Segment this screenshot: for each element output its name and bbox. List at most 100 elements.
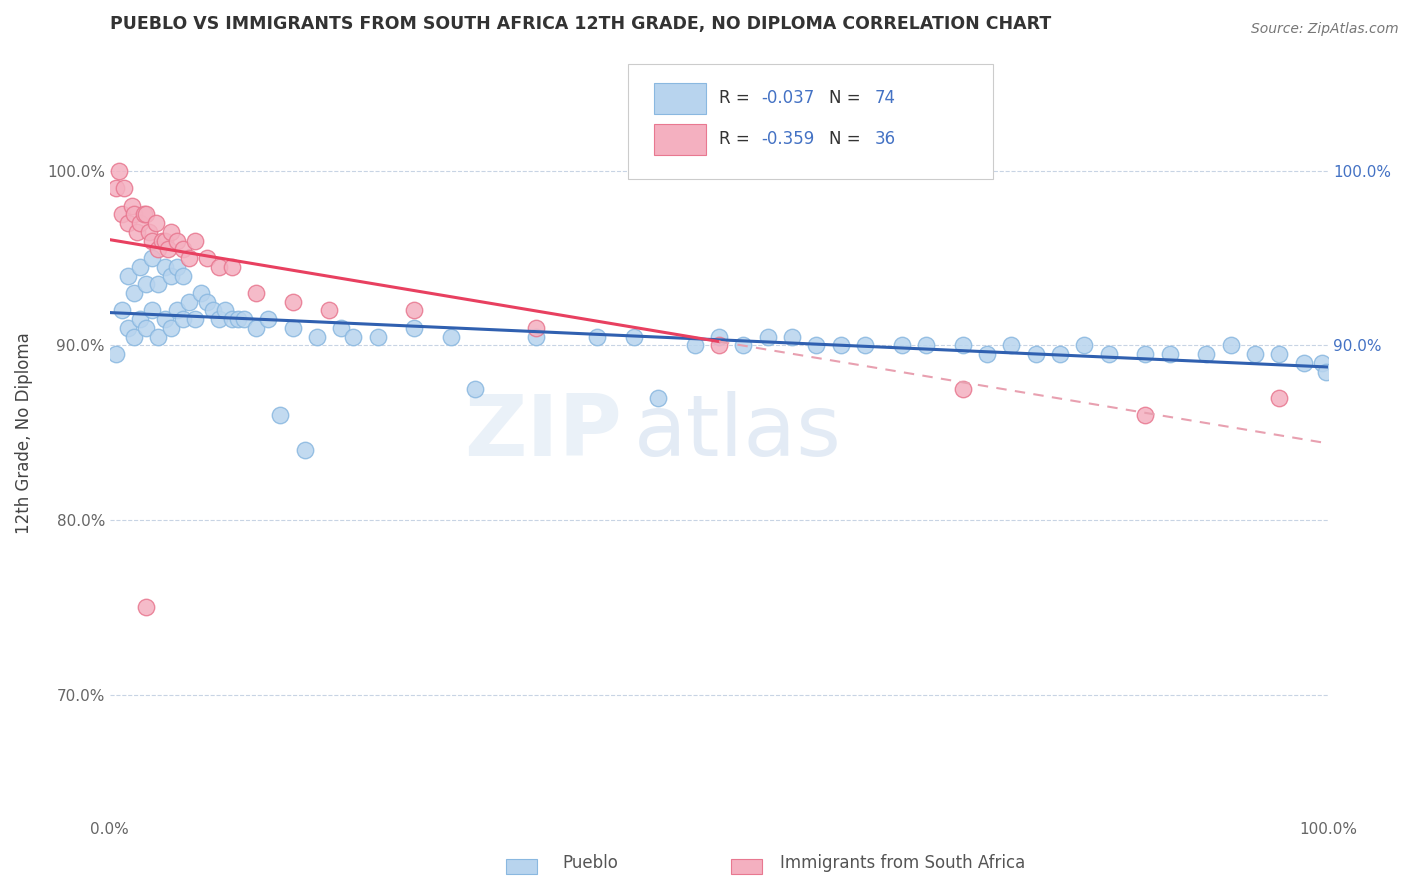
Point <box>806 338 828 352</box>
Point <box>464 382 486 396</box>
Point <box>1049 347 1071 361</box>
Point <box>780 329 803 343</box>
Point <box>586 329 609 343</box>
Point <box>104 181 127 195</box>
Point <box>184 312 207 326</box>
Point <box>159 268 181 283</box>
Point <box>318 303 340 318</box>
Point <box>647 391 669 405</box>
Point <box>707 338 730 352</box>
Point <box>117 216 139 230</box>
Point <box>226 312 249 326</box>
Point <box>1098 347 1121 361</box>
Point <box>159 321 181 335</box>
Point <box>1292 356 1315 370</box>
FancyBboxPatch shape <box>627 64 993 179</box>
Point <box>915 338 938 352</box>
Point <box>623 329 645 343</box>
Text: R =: R = <box>718 130 755 148</box>
Point <box>177 251 200 265</box>
Point <box>294 443 316 458</box>
Point <box>756 329 779 343</box>
Point <box>129 260 152 274</box>
Point <box>195 294 218 309</box>
Point <box>190 285 212 300</box>
Point <box>108 163 131 178</box>
Point <box>111 207 134 221</box>
Point <box>853 338 876 352</box>
Point <box>952 338 974 352</box>
Text: ZIP: ZIP <box>464 392 621 475</box>
Point <box>890 338 912 352</box>
Point <box>159 225 181 239</box>
Point <box>172 243 194 257</box>
Point <box>367 329 389 343</box>
Point <box>172 268 194 283</box>
Point <box>232 312 254 326</box>
Point <box>125 225 148 239</box>
Point <box>132 207 155 221</box>
Text: PUEBLO VS IMMIGRANTS FROM SOUTH AFRICA 12TH GRADE, NO DIPLOMA CORRELATION CHART: PUEBLO VS IMMIGRANTS FROM SOUTH AFRICA 1… <box>110 15 1052 33</box>
Text: Source: ZipAtlas.com: Source: ZipAtlas.com <box>1251 22 1399 37</box>
Point <box>440 329 463 343</box>
Point <box>404 303 426 318</box>
Point <box>145 216 167 230</box>
Point <box>1315 365 1337 379</box>
Point <box>195 251 218 265</box>
Point <box>172 312 194 326</box>
Point <box>524 329 547 343</box>
FancyBboxPatch shape <box>654 124 706 154</box>
Point <box>1268 347 1291 361</box>
Point <box>135 600 157 615</box>
Point <box>707 329 730 343</box>
Text: N =: N = <box>828 89 866 107</box>
Point <box>122 207 145 221</box>
Point <box>1000 338 1022 352</box>
Point <box>208 312 231 326</box>
Point <box>177 294 200 309</box>
Point <box>208 260 231 274</box>
Point <box>104 347 127 361</box>
Point <box>166 303 188 318</box>
Point <box>166 234 188 248</box>
Point <box>148 329 170 343</box>
Point <box>1219 338 1241 352</box>
Point <box>305 329 328 343</box>
Text: -0.359: -0.359 <box>762 130 815 148</box>
Point <box>122 285 145 300</box>
Point <box>976 347 998 361</box>
Point <box>683 338 706 352</box>
Text: -0.037: -0.037 <box>762 89 815 107</box>
Point <box>111 303 134 318</box>
Point <box>184 234 207 248</box>
Point <box>281 321 304 335</box>
Point <box>1195 347 1218 361</box>
Point <box>214 303 236 318</box>
Point <box>135 321 157 335</box>
Point <box>1135 409 1157 423</box>
Point <box>221 312 243 326</box>
Point <box>117 321 139 335</box>
Point <box>269 409 291 423</box>
Point <box>148 277 170 292</box>
Point <box>117 268 139 283</box>
Point <box>138 225 160 239</box>
Point <box>330 321 353 335</box>
Point <box>257 312 280 326</box>
Point <box>148 243 170 257</box>
Point <box>141 303 163 318</box>
Point <box>202 303 225 318</box>
Text: 36: 36 <box>875 130 896 148</box>
Point <box>342 329 364 343</box>
Point <box>1025 347 1047 361</box>
Point <box>1135 347 1157 361</box>
Point <box>150 234 173 248</box>
Point <box>830 338 852 352</box>
Point <box>129 312 152 326</box>
Point <box>245 321 267 335</box>
Point <box>135 207 157 221</box>
Point <box>245 285 267 300</box>
Point <box>141 251 163 265</box>
Point <box>733 338 755 352</box>
Point <box>141 234 163 248</box>
